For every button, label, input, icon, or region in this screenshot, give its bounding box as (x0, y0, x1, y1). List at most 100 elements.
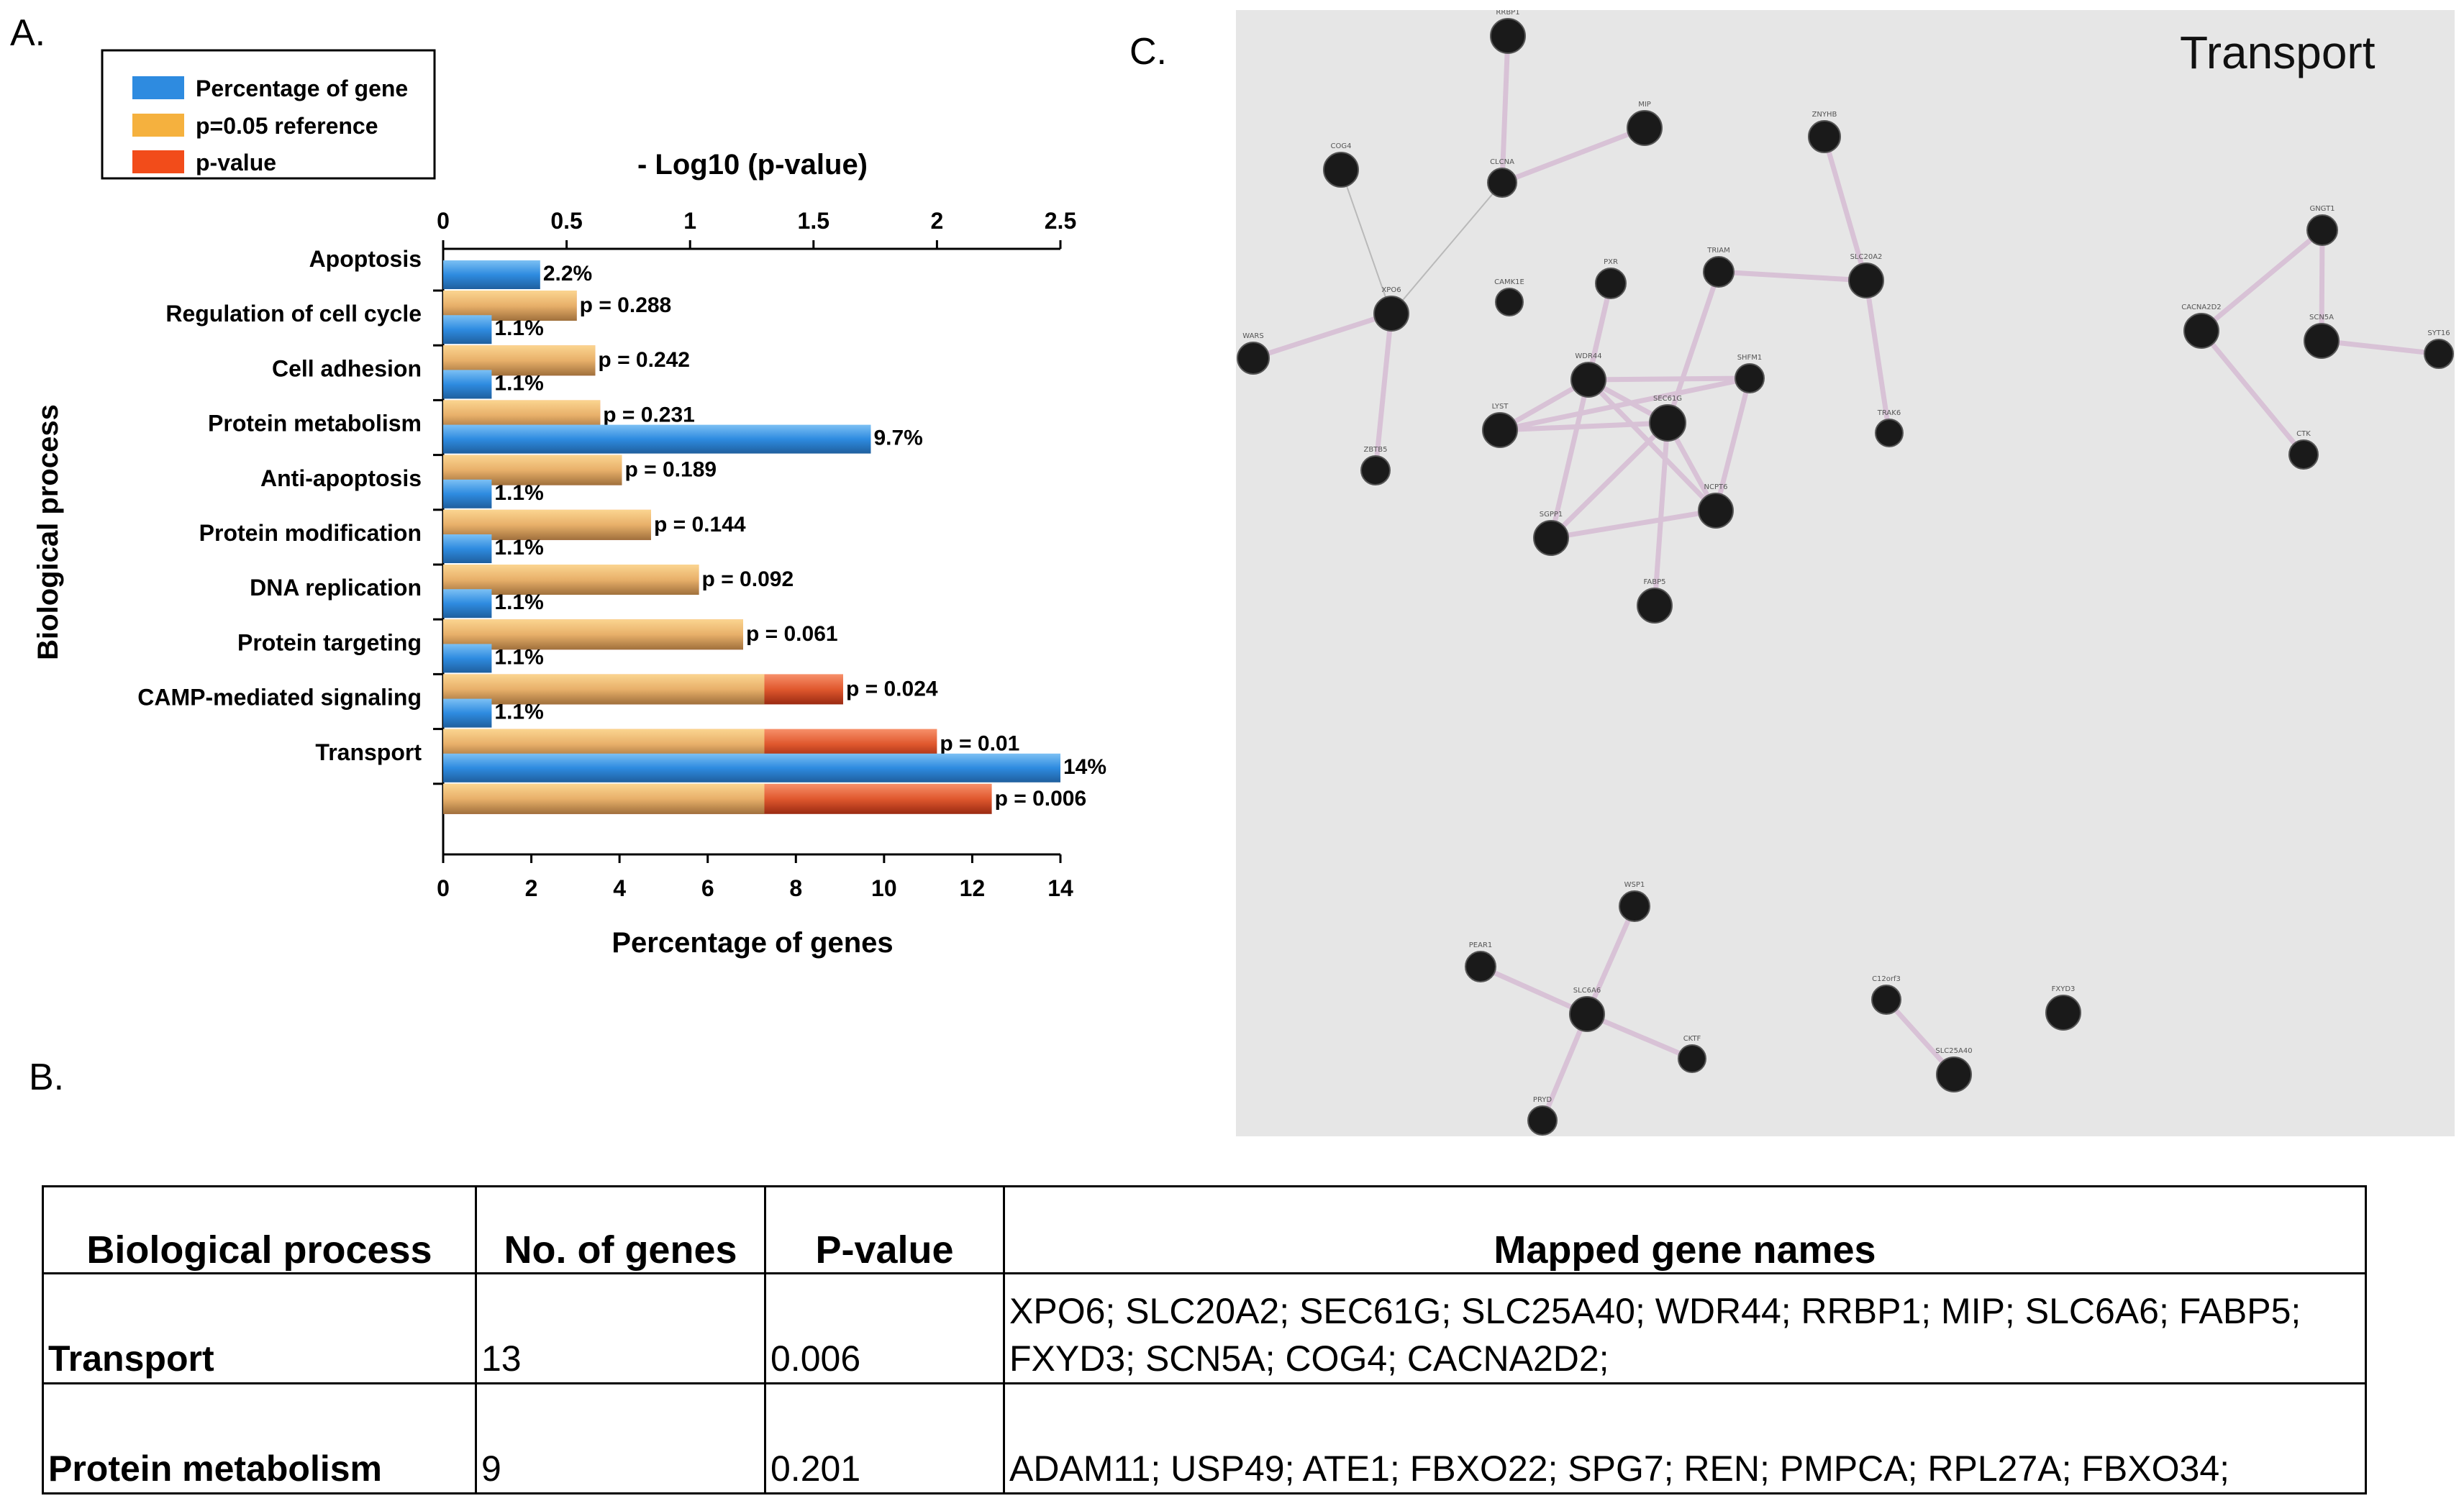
bar-label-percentage: 1.1% (494, 590, 543, 614)
panel-label-c: C. (1129, 31, 1167, 73)
network-edge (1863, 280, 1892, 434)
network-node (1637, 588, 1673, 624)
bar-label-percentage: 1.1% (494, 316, 543, 340)
gene-table: Biological process No. of genes P-value … (42, 1185, 2367, 1494)
bar-percentage (443, 370, 492, 399)
bottom-axis-title: Percentage of genes (612, 927, 893, 959)
bar-label-pvalue: p = 0.231 (603, 403, 695, 426)
bar-percentage (443, 424, 871, 454)
network-edge (1391, 182, 1503, 314)
network-node-label: CTK (2296, 430, 2311, 438)
network-edge (1652, 422, 1670, 606)
network-edge (1501, 125, 1646, 186)
legend-swatch-reference (132, 114, 184, 137)
network-edge (1499, 35, 1511, 183)
network-node (1698, 493, 1734, 529)
network-edge (1499, 375, 1750, 433)
table-header-row: Biological process No. of genes P-value … (42, 1185, 2367, 1274)
network-node (1569, 996, 1605, 1032)
network-edge (1586, 378, 1718, 513)
network-node (1570, 362, 1606, 398)
top-tick-label: 0 (437, 208, 450, 234)
network-node (1533, 520, 1569, 556)
network-node (2304, 323, 2340, 359)
network-edge (1373, 313, 1394, 471)
top-tick-label: 0.5 (550, 208, 582, 234)
bar-label-pvalue: p = 0.189 (624, 458, 717, 482)
network-edge (2199, 228, 2324, 333)
network-edge (1822, 136, 1869, 281)
y-axis-title: Biological process (32, 404, 64, 660)
network-node (1627, 110, 1663, 146)
top-axis-title: - Log10 (p-value) (637, 149, 868, 181)
bar-label-pvalue: p = 0.092 (702, 567, 794, 591)
network-node-label: COG4 (1331, 142, 1352, 150)
cell-count: 9 (475, 1382, 766, 1494)
network-edge (1499, 420, 1668, 433)
network-edge (1584, 905, 1637, 1016)
network-node (1871, 985, 1901, 1015)
network-node (1936, 1057, 1972, 1092)
bar-label-pvalue: p = 0.006 (995, 787, 1087, 811)
category-label: Anti-apoptosis (260, 465, 422, 491)
cell-process: Protein metabolism (42, 1382, 477, 1494)
bar-label-percentage: 1.1% (494, 645, 543, 669)
network-node-label: WSP1 (1624, 881, 1645, 889)
bar-reference (443, 783, 765, 814)
network-node-label: NCPT6 (1704, 483, 1728, 491)
network-node (2045, 995, 2081, 1031)
network-node-label: SHFM1 (1737, 354, 1763, 362)
network-edge (2199, 329, 2306, 457)
network-node (1619, 890, 1650, 922)
network-node-label: TRAK6 (1877, 409, 1901, 417)
bar-percentage (443, 589, 492, 619)
network-edge (1252, 311, 1393, 361)
network-edge (1718, 269, 1867, 283)
bottom-tick-label: 2 (525, 875, 538, 901)
bottom-tick-label: 14 (1047, 875, 1073, 901)
bar-label-pvalue: p = 0.061 (746, 622, 838, 646)
legend-label-pvalue: p-value (196, 150, 276, 175)
network-edge (1665, 270, 1722, 424)
network-node (1323, 152, 1359, 188)
network-node (1495, 288, 1524, 316)
network-node (1490, 18, 1526, 54)
network-node-label: SGPP1 (1540, 511, 1563, 519)
network-node (1808, 120, 1841, 153)
network-node-label: CACNA2D2 (2181, 304, 2221, 311)
bar-label-pvalue: p = 0.024 (846, 677, 938, 700)
network-node-label: XPO6 (1381, 286, 1401, 294)
cell-genes: ADAM11; USP49; ATE1; FBXO22; SPG7; REN; … (1003, 1382, 2367, 1494)
network-node-label: ZNYHB (1812, 111, 1837, 119)
panel-label-a: A. (10, 12, 46, 54)
bar-percentage (443, 260, 540, 289)
network-edge (1550, 508, 1717, 541)
network-node-label: FXYD3 (2052, 985, 2076, 993)
network-node-label: PRYD (1533, 1096, 1552, 1104)
network-node (1527, 1105, 1558, 1136)
top-tick-label: 1.5 (798, 208, 829, 234)
bar-reference (443, 619, 743, 650)
network-edge (1340, 169, 1392, 314)
table-row: Transport 13 0.006 XPO6; SLC20A2; SEC61G… (42, 1272, 2367, 1384)
network-node-label: WARS (1242, 332, 1263, 340)
category-label: DNA replication (250, 575, 422, 601)
network-node (2306, 214, 2338, 246)
bar-percentage (443, 644, 492, 673)
network-node (1649, 404, 1686, 442)
bar-reference (443, 674, 765, 705)
category-label: Protein targeting (237, 629, 422, 655)
bar-label-percentage: 1.1% (494, 536, 543, 560)
top-tick-label: 1 (683, 208, 696, 234)
bar-percentage (443, 479, 492, 508)
header-no-of-genes: No. of genes (475, 1185, 766, 1274)
bar-label-percentage: 1.1% (494, 481, 543, 505)
network-edge (1588, 375, 1750, 383)
bar-label-pvalue: p = 0.288 (580, 293, 672, 317)
header-mapped-gene-names: Mapped gene names (1003, 1185, 2367, 1274)
network-node-label: GNGT1 (2309, 205, 2335, 213)
network-node (1465, 951, 1496, 982)
cell-pvalue: 0.201 (764, 1382, 1005, 1494)
bar-chart: Percentage of gene p=0.05 reference p-va… (32, 49, 1106, 959)
network-node-label: SCN5A (2309, 314, 2334, 321)
